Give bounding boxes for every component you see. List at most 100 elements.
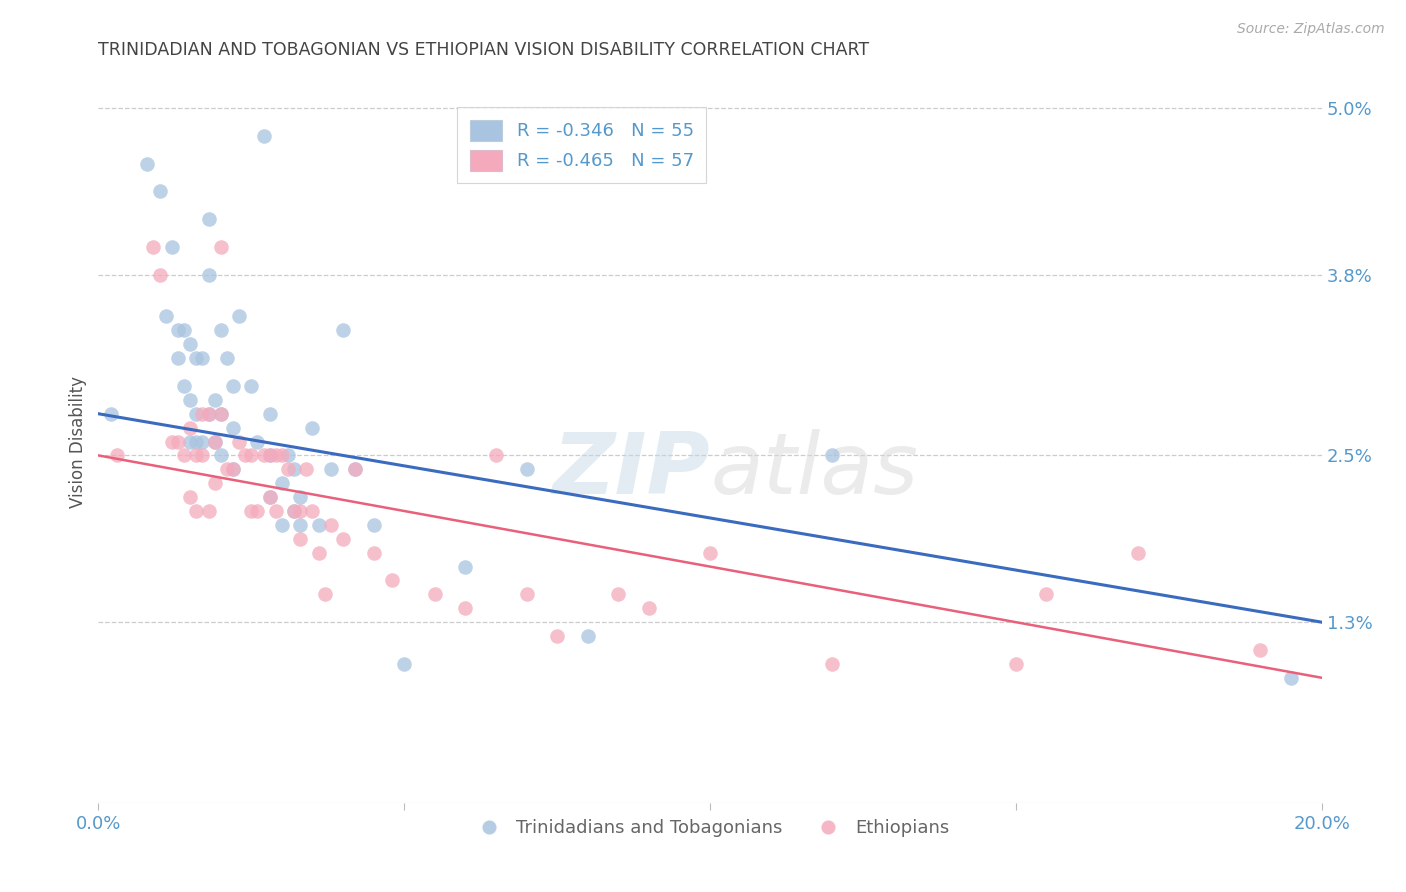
Point	[204, 476, 226, 491]
Point	[246, 504, 269, 518]
Point	[259, 449, 281, 463]
Point	[344, 462, 367, 476]
Point	[173, 379, 195, 393]
Point	[319, 517, 342, 532]
Point	[240, 379, 263, 393]
Point	[105, 449, 128, 463]
Point	[191, 351, 214, 366]
Point	[259, 490, 281, 504]
Point	[485, 449, 508, 463]
Point	[186, 407, 208, 421]
Point	[283, 462, 305, 476]
Point	[167, 323, 190, 337]
Point	[186, 351, 208, 366]
Point	[240, 504, 263, 518]
Point	[204, 434, 226, 449]
Point	[179, 337, 201, 351]
Text: atlas: atlas	[710, 429, 918, 512]
Point	[516, 587, 538, 601]
Point	[197, 504, 219, 518]
Point	[277, 449, 299, 463]
Point	[186, 449, 208, 463]
Point	[290, 532, 312, 546]
Point	[264, 449, 287, 463]
Point	[246, 434, 269, 449]
Point	[222, 379, 245, 393]
Point	[319, 462, 342, 476]
Point	[637, 601, 661, 615]
Point	[259, 490, 281, 504]
Point	[179, 420, 201, 434]
Point	[381, 574, 404, 588]
Point	[1004, 657, 1026, 671]
Point	[191, 449, 214, 463]
Point	[215, 351, 238, 366]
Point	[576, 629, 599, 643]
Point	[332, 323, 354, 337]
Point	[308, 517, 330, 532]
Point	[1035, 587, 1057, 601]
Point	[197, 407, 219, 421]
Point	[301, 420, 323, 434]
Point	[173, 449, 195, 463]
Point	[197, 212, 219, 227]
Point	[252, 449, 274, 463]
Point	[454, 559, 477, 574]
Point	[191, 407, 214, 421]
Point	[215, 462, 238, 476]
Point	[179, 490, 201, 504]
Point	[277, 462, 299, 476]
Point	[209, 449, 232, 463]
Text: ZIP: ZIP	[553, 429, 710, 512]
Point	[1249, 643, 1271, 657]
Point	[179, 434, 201, 449]
Point	[270, 517, 292, 532]
Point	[222, 420, 245, 434]
Point	[392, 657, 416, 671]
Point	[233, 449, 256, 463]
Point	[155, 310, 177, 324]
Point	[821, 657, 844, 671]
Point	[228, 310, 250, 324]
Point	[179, 392, 201, 407]
Point	[186, 434, 208, 449]
Point	[209, 407, 232, 421]
Point	[1279, 671, 1302, 685]
Point	[186, 504, 208, 518]
Point	[204, 392, 226, 407]
Text: TRINIDADIAN AND TOBAGONIAN VS ETHIOPIAN VISION DISABILITY CORRELATION CHART: TRINIDADIAN AND TOBAGONIAN VS ETHIOPIAN …	[98, 41, 869, 59]
Point	[259, 449, 281, 463]
Point	[136, 156, 159, 170]
Point	[100, 407, 122, 421]
Point	[283, 504, 305, 518]
Point	[252, 128, 274, 143]
Point	[1128, 546, 1150, 560]
Point	[142, 240, 165, 254]
Point	[167, 434, 190, 449]
Point	[290, 490, 312, 504]
Point	[259, 407, 281, 421]
Point	[283, 504, 305, 518]
Point	[160, 434, 183, 449]
Point	[363, 546, 385, 560]
Point	[607, 587, 630, 601]
Point	[173, 323, 195, 337]
Point	[301, 504, 323, 518]
Point	[197, 407, 219, 421]
Point	[516, 462, 538, 476]
Point	[149, 268, 172, 282]
Point	[204, 434, 226, 449]
Point	[270, 476, 292, 491]
Point	[423, 587, 446, 601]
Point	[209, 407, 232, 421]
Point	[546, 629, 568, 643]
Point	[222, 462, 245, 476]
Point	[149, 185, 172, 199]
Point	[270, 449, 292, 463]
Point	[290, 504, 312, 518]
Point	[308, 546, 330, 560]
Point	[314, 587, 336, 601]
Point	[160, 240, 183, 254]
Legend: Trinidadians and Tobagonians, Ethiopians: Trinidadians and Tobagonians, Ethiopians	[464, 812, 956, 845]
Point	[363, 517, 385, 532]
